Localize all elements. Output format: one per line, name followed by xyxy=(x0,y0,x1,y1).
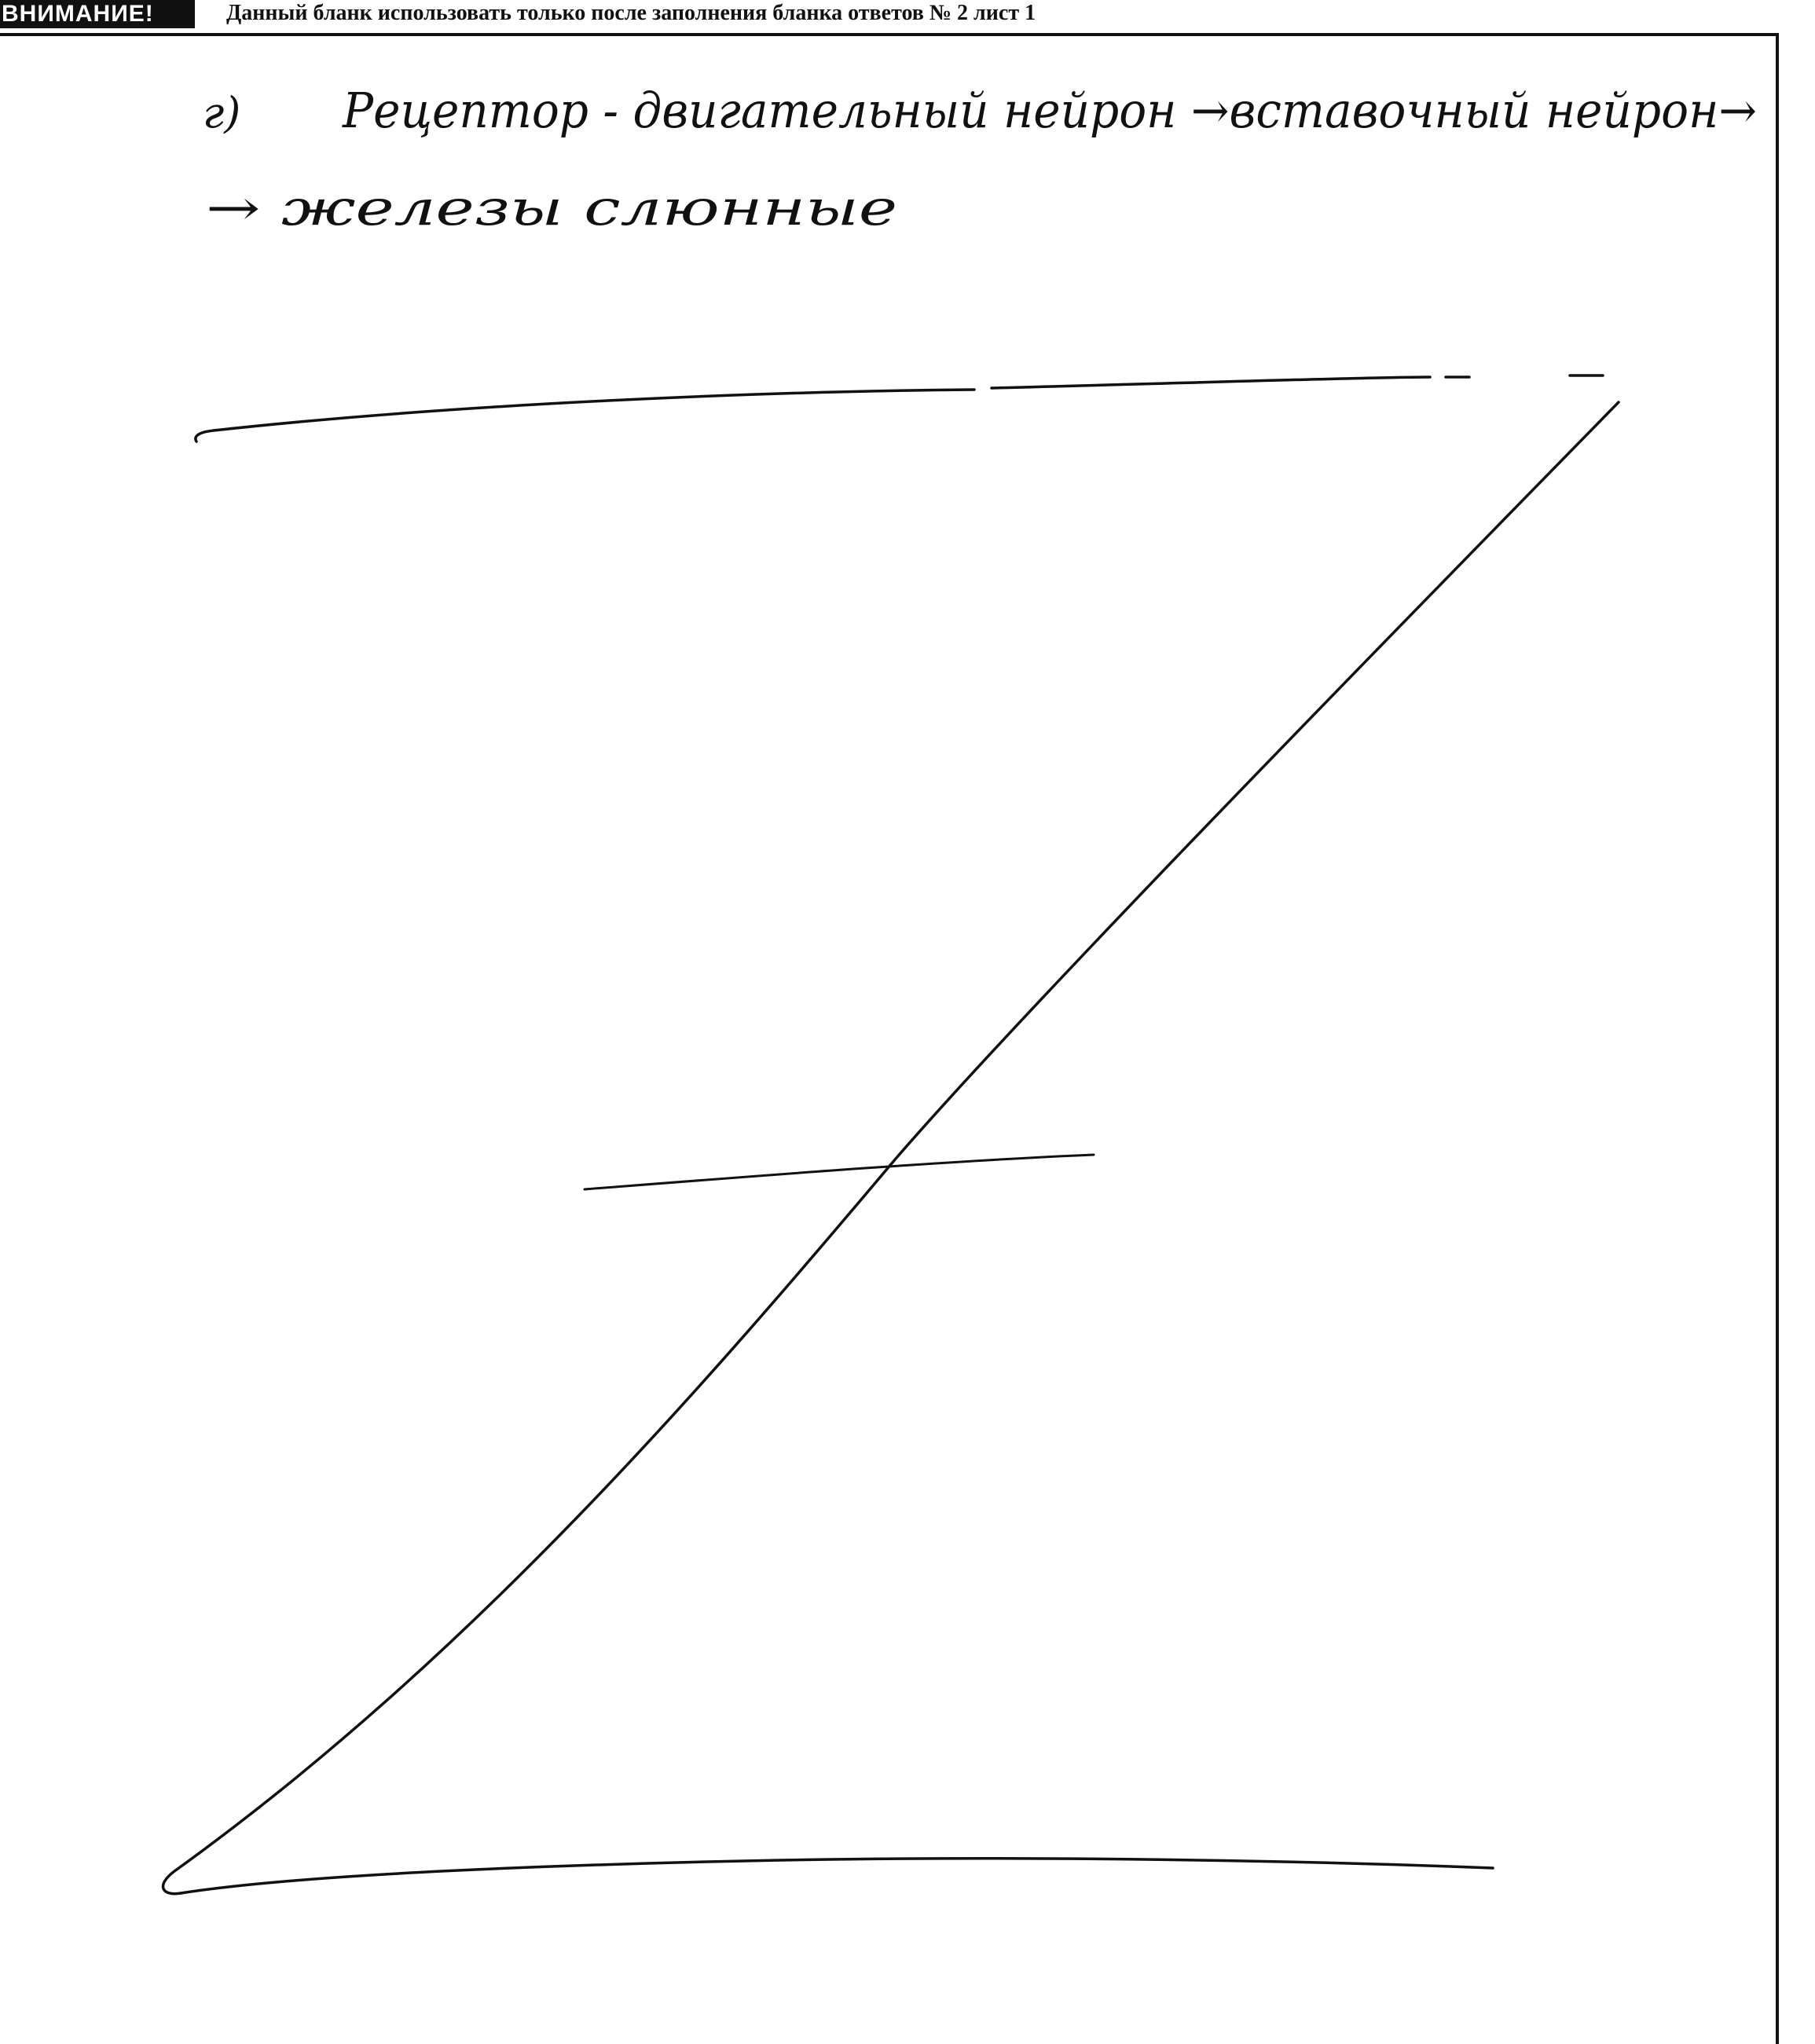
header-notice: Данный бланк использовать только после з… xyxy=(226,1,1036,25)
z-strike-crossbar xyxy=(583,1153,1095,1191)
z-strike-bottom-line xyxy=(179,1857,1494,1895)
z-strike-top-line-segment xyxy=(990,375,1432,390)
z-strike-top-line xyxy=(194,388,976,443)
answer-sheet-frame xyxy=(0,33,1779,2044)
header-bar: ВНИМАНИЕ! Данный бланк использовать толь… xyxy=(0,0,1815,31)
z-strike-mark xyxy=(161,374,1620,1896)
answer-line-1: Рецептор - двигательный нейрон →вставочн… xyxy=(342,82,1757,139)
z-strike-diagonal xyxy=(161,401,1620,1896)
answer-line-2: → железы слюнные xyxy=(206,179,897,236)
answer-item-marker: г) xyxy=(203,88,240,137)
warning-badge: ВНИМАНИЕ! xyxy=(0,0,195,28)
